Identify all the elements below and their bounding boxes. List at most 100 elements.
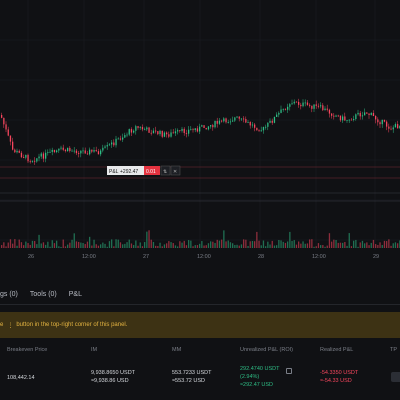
volume-bar	[80, 242, 82, 248]
volume-bar	[172, 243, 174, 248]
volume-bar	[249, 241, 251, 248]
candle-body	[86, 153, 89, 155]
volume-bar	[56, 240, 58, 248]
volume-bar	[328, 233, 331, 248]
candle-body	[322, 105, 324, 111]
candle-body	[117, 138, 119, 140]
candle-body	[381, 119, 383, 125]
candle-body	[388, 126, 390, 129]
candle-body	[42, 153, 45, 159]
volume-bar	[289, 231, 291, 248]
candle-body	[102, 147, 104, 151]
share-icon[interactable]	[286, 368, 292, 374]
volume-bar	[86, 241, 89, 248]
candle-body	[284, 108, 287, 110]
volume-bar	[9, 239, 12, 248]
volume-bar	[267, 241, 269, 248]
candle-body	[304, 102, 306, 104]
upnl-roi: (2.94%)	[240, 374, 260, 380]
x-axis: 26 12:00 27 12:00 28 12:00 29	[28, 254, 379, 260]
candle-body	[218, 120, 221, 124]
volume-bar	[269, 244, 271, 248]
volume-bar	[214, 242, 216, 248]
volume-bar	[309, 239, 311, 248]
candle-body	[34, 160, 36, 162]
candle-body	[223, 118, 225, 122]
volume-bar	[115, 239, 117, 248]
tab-tools[interactable]: Tools (0)	[29, 290, 57, 298]
candle-body	[315, 104, 317, 106]
volume-bar	[12, 243, 14, 248]
volume-bar	[265, 246, 267, 248]
volume-bar	[42, 242, 45, 248]
volume-bar	[25, 241, 27, 248]
candle-body	[328, 109, 331, 114]
x-tick: 12:00	[197, 254, 211, 260]
pnl-tag[interactable]: P&L +292.47 0.01 ⇅ ✕	[107, 165, 181, 176]
volume-bar	[177, 246, 179, 248]
candle-body	[168, 134, 170, 137]
candle-body	[172, 132, 174, 134]
volume-bar	[205, 245, 207, 248]
reverse-icon[interactable]	[160, 165, 171, 176]
volume-bar	[104, 243, 106, 248]
volume-bar	[291, 240, 293, 248]
volume-bar	[133, 245, 135, 248]
candle-body	[309, 104, 311, 106]
volume-bar	[139, 242, 141, 248]
volume-bar	[326, 245, 328, 248]
candle-body	[82, 150, 84, 152]
volume-bar	[45, 244, 47, 248]
candle-body	[5, 124, 7, 130]
mm-usd: ≈553.72 USD	[172, 378, 205, 384]
x-tick: 29	[373, 254, 379, 260]
candle-body	[357, 112, 359, 115]
candle-body	[260, 130, 262, 132]
candle-body	[269, 120, 271, 123]
volume-bar	[390, 245, 392, 248]
volume-bar	[357, 246, 359, 248]
notice-text-2: button in the top-right corner of this p…	[16, 322, 128, 328]
candle-body	[106, 145, 108, 147]
im-value: 9,938.8650 USDT	[91, 370, 136, 376]
candle-body	[361, 115, 364, 117]
col-im: IM	[91, 347, 98, 353]
volume-bar	[298, 241, 300, 248]
position-row: 108,442.14 9,938.8650 USDT ≈9,938.86 USD…	[0, 366, 400, 390]
volume-bar	[29, 244, 31, 248]
candle-body	[265, 126, 267, 128]
volume-bar	[69, 242, 71, 248]
volume-bar	[276, 245, 278, 248]
candle-body	[75, 150, 78, 154]
candle-body	[254, 124, 256, 128]
volume-bar	[23, 245, 25, 248]
candle-body	[159, 130, 161, 135]
volume-bar	[7, 242, 9, 248]
tp-sl-button[interactable]	[391, 372, 400, 382]
volume-bar	[163, 244, 166, 248]
candle-body	[71, 150, 73, 152]
candle-body	[344, 116, 346, 121]
im-usd: ≈9,938.86 USD	[91, 378, 129, 384]
volume-bar	[223, 230, 225, 248]
volume-bar	[111, 239, 113, 248]
candle-body	[89, 149, 91, 155]
volume-bar	[130, 243, 133, 248]
candle-body	[320, 105, 322, 107]
candle-body	[207, 126, 210, 130]
tab-orders[interactable]: gs (0)	[0, 290, 18, 298]
candle-body	[311, 105, 313, 109]
candle-body	[306, 102, 309, 105]
candle-body	[326, 108, 328, 110]
tab-pnl[interactable]: P&L	[68, 290, 82, 298]
price-chart[interactable]: P&L +292.47 0.01 ⇅ ✕ 26 12:00 27 12:00 2…	[0, 0, 400, 290]
candle-body	[379, 122, 381, 125]
volume-bar	[201, 241, 203, 248]
candle-body	[137, 126, 139, 128]
candle-body	[161, 130, 163, 137]
volume-bar	[273, 245, 276, 248]
close-position-icon[interactable]	[170, 165, 181, 176]
candle-body	[100, 150, 102, 155]
candle-body	[29, 161, 31, 163]
candle-body	[355, 114, 357, 120]
